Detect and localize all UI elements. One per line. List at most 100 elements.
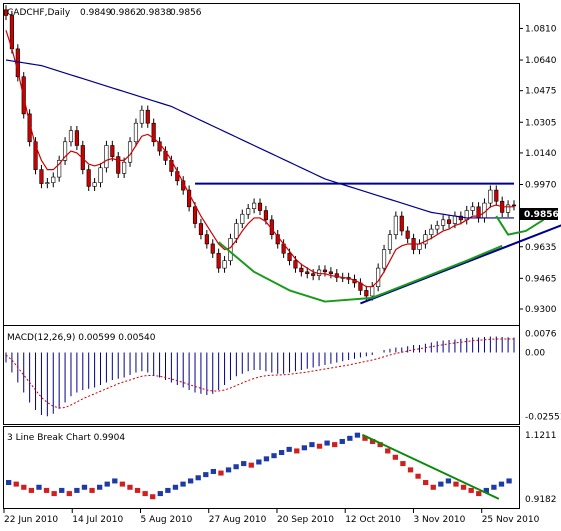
linebreak-brick	[36, 484, 42, 490]
moving-averages-group	[5, 30, 514, 288]
candle-body	[104, 145, 109, 169]
linebreak-brick	[51, 491, 57, 497]
candle-body	[305, 271, 310, 274]
macd-panel	[3, 325, 520, 425]
linebreak-brick	[347, 435, 353, 441]
linebreak-brick	[43, 487, 50, 493]
linebreak-brick	[256, 459, 262, 465]
candle-body	[370, 286, 375, 297]
linebreak-brick	[187, 478, 194, 484]
candle-body	[494, 189, 499, 202]
candle-body	[151, 122, 156, 143]
candle-body	[470, 206, 475, 211]
linebreak-brick	[21, 484, 27, 490]
candle-body	[441, 219, 446, 226]
chart-header-high: 0.9862	[110, 8, 142, 18]
candle-body	[293, 260, 298, 269]
candle-body	[51, 176, 56, 183]
linebreak-brick	[225, 467, 232, 473]
candle-body	[423, 234, 428, 245]
cup-curve	[218, 241, 503, 303]
linebreak-brick	[13, 481, 19, 487]
sma-short-line	[5, 30, 514, 288]
chart-header-open: 0.9849	[80, 8, 112, 18]
linebreak-brick	[369, 438, 376, 444]
linebreak-brick	[150, 494, 156, 500]
candle-body	[216, 252, 221, 269]
chart-header-close: 0.9856	[170, 8, 202, 18]
candle-body	[198, 223, 204, 235]
price-tick-label: 1.0140	[525, 149, 557, 159]
candle-body	[3, 9, 9, 16]
linebreak-brick	[66, 491, 72, 497]
candle-body	[376, 267, 381, 287]
date-tick-label: 25 Nov 2010	[482, 515, 540, 525]
linebreak-brick	[241, 461, 247, 467]
linebreak-brick	[271, 453, 277, 459]
linebreak-brick	[127, 484, 133, 490]
linebreak-brick	[301, 445, 308, 451]
linebreak-axis-label: 0.9182	[525, 495, 557, 505]
candle-body	[252, 202, 257, 209]
current-price-box	[520, 208, 558, 220]
linebreak-brick	[339, 438, 345, 444]
linebreak-brick	[119, 481, 126, 487]
macd-axis-label: 0.00	[525, 349, 545, 359]
linebreak-brick	[438, 481, 444, 487]
linebreak-brick	[491, 484, 497, 490]
linebreak-brick	[233, 464, 239, 470]
candle-body	[98, 167, 103, 183]
linebreak-brick	[248, 462, 254, 468]
price-tick-label: 0.9635	[525, 243, 557, 253]
linebreak-brick	[430, 484, 436, 490]
sma-long-line	[5, 59, 514, 219]
linebreak-brick	[392, 454, 398, 460]
linebreak-brick	[112, 478, 118, 484]
linebreak-label: 3 Line Break Chart 0.9904	[7, 433, 125, 443]
linebreak-brick	[263, 456, 270, 462]
price-tick-label: 1.0810	[525, 24, 557, 34]
linebreak-brick	[316, 443, 323, 449]
linebreak-brick	[400, 461, 406, 467]
candle-body	[393, 215, 398, 235]
date-tick-label: 27 Aug 2010	[209, 515, 267, 525]
linebreak-brick	[460, 484, 467, 490]
candle-body	[228, 238, 233, 261]
date-tick-label: 14 Jul 2010	[72, 515, 123, 525]
annotations-group	[195, 182, 561, 305]
candle-body	[57, 160, 62, 178]
current-price-label: 0.9856	[524, 210, 559, 220]
candle-body	[192, 206, 198, 224]
price-tick-label: 0.9300	[525, 305, 557, 315]
linebreak-brick	[278, 450, 285, 456]
candle-body	[139, 109, 144, 124]
date-tick-label: 3 Nov 2010	[413, 515, 465, 525]
candle-body	[187, 189, 192, 208]
price-tick-label: 1.0305	[525, 118, 557, 128]
candle-body	[511, 204, 517, 207]
linebreak-brick	[498, 481, 505, 487]
support-trendline	[360, 224, 561, 305]
linebreak-brick	[28, 487, 35, 493]
linebreak-brick	[81, 484, 88, 490]
candle-body	[116, 156, 121, 174]
linebreak-brick	[423, 480, 429, 486]
macd-label: MACD(12,26,9) 0.00599 0.00540	[7, 333, 156, 343]
linebreak-brick	[415, 473, 421, 479]
price-tick-label: 1.0475	[525, 87, 557, 97]
linebreak-brick	[89, 487, 95, 493]
linebreak-brick	[407, 467, 414, 473]
price-tick-label: 0.9465	[525, 274, 557, 284]
linebreak-brick	[506, 478, 512, 484]
candle-body	[405, 230, 410, 239]
candle-body	[110, 145, 115, 157]
linebreak-brick	[445, 478, 452, 484]
date-tick-label: 22 Jun 2010	[4, 515, 58, 525]
macd-signal-line	[5, 338, 514, 409]
handle-curve	[495, 215, 545, 236]
date-axis: 22 Jun 2010 14 Jul 2010 5 Aug 2010 27 Aug 2…	[3, 509, 540, 525]
candle-body	[234, 223, 239, 239]
linebreak-axis-label: 1.1211	[525, 431, 557, 441]
